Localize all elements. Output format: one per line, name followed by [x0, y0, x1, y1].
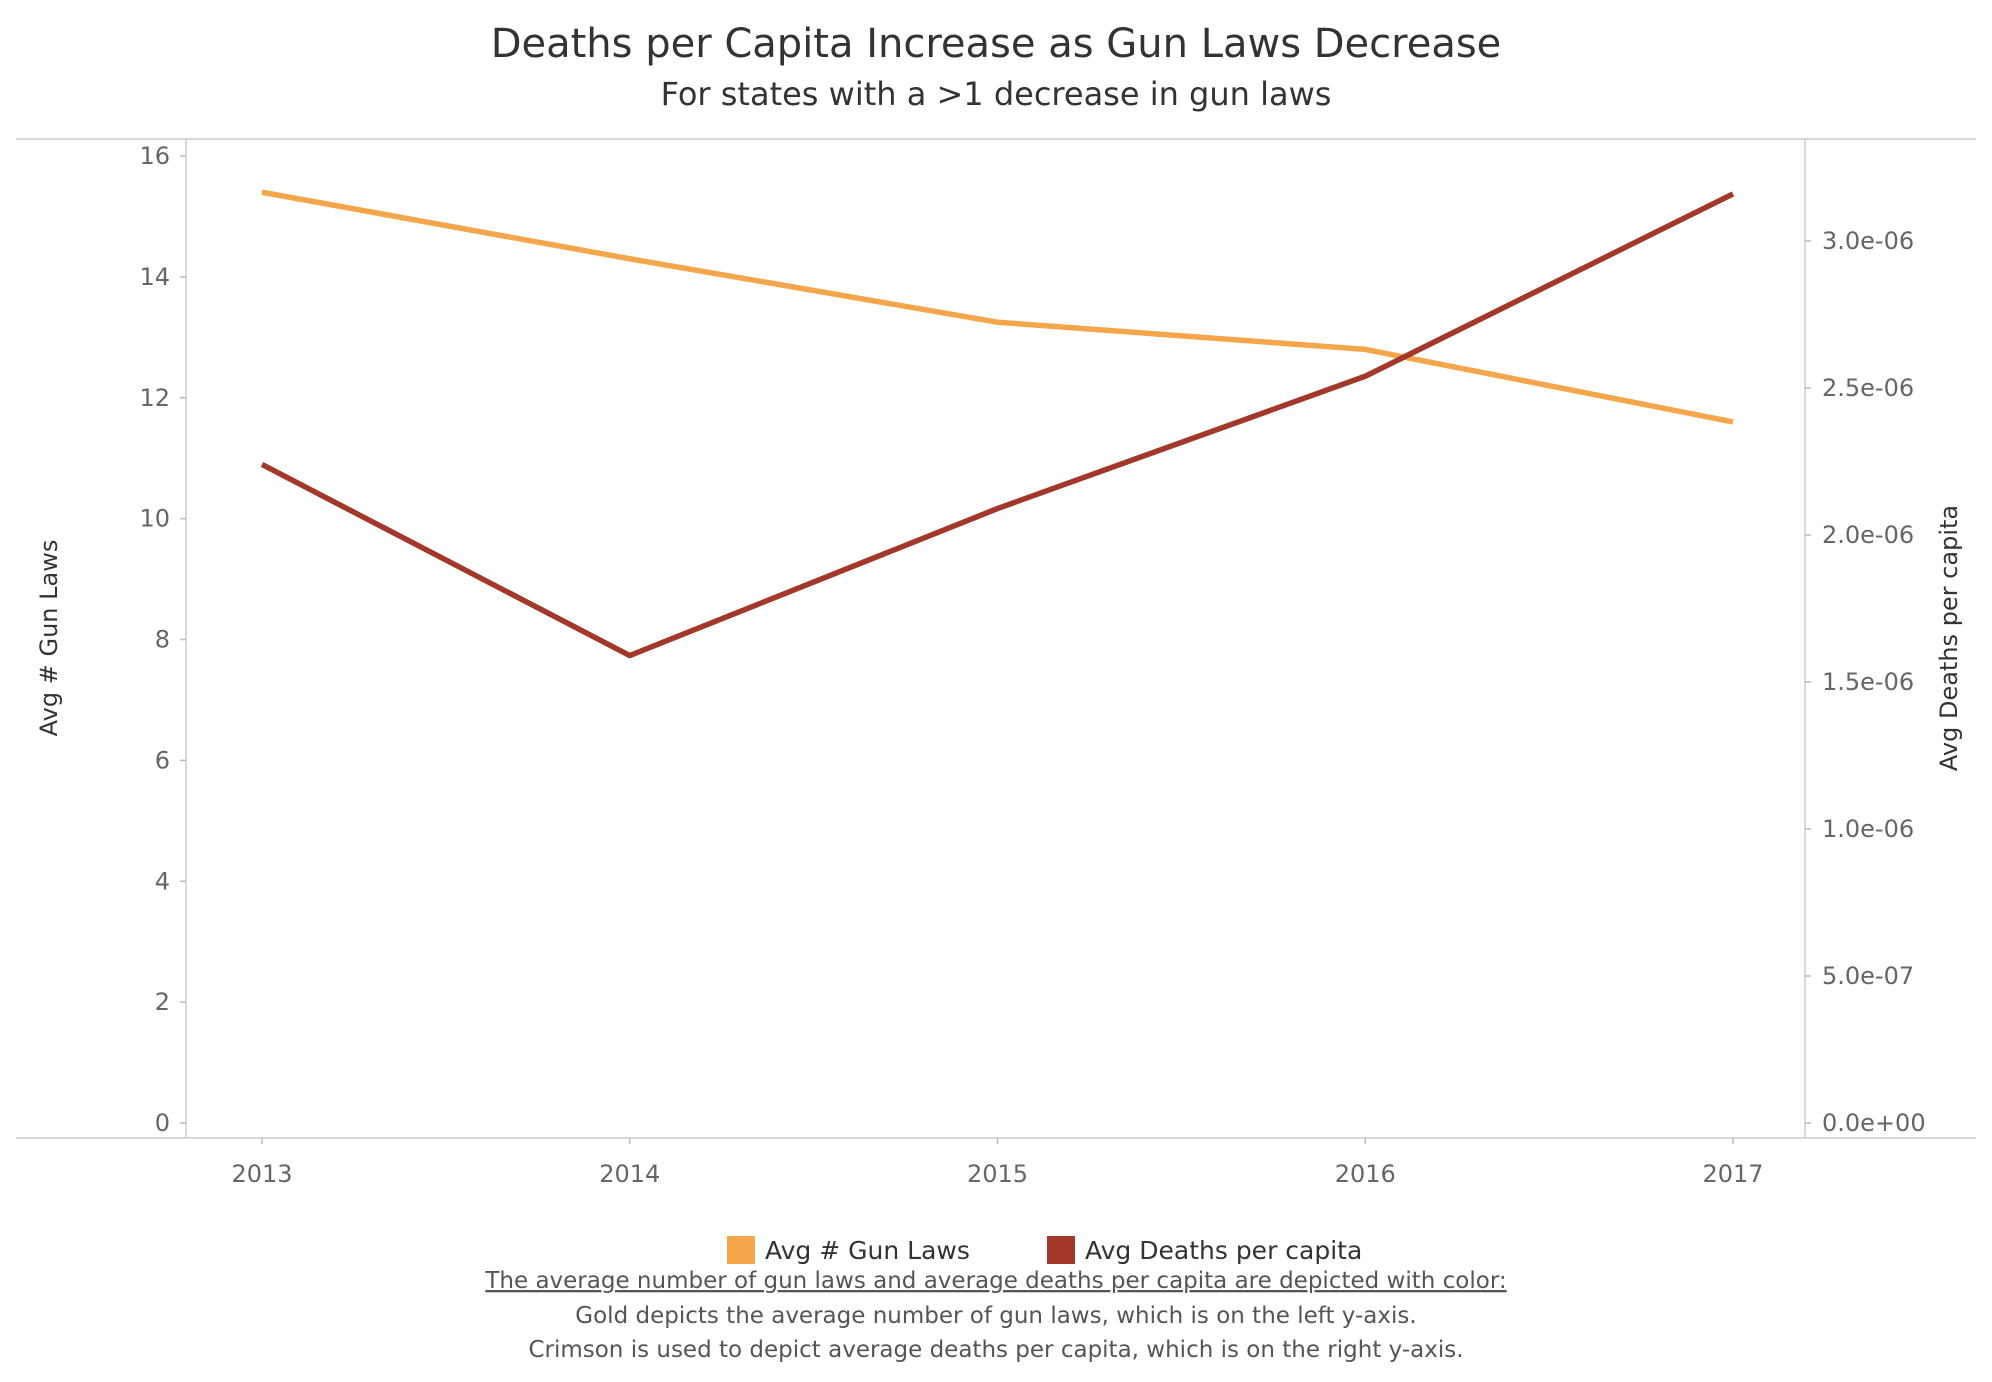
legend-label-deaths: Avg Deaths per capita	[1085, 1236, 1362, 1265]
left-axis-ticks: 0 2 4 6 8 10 12 14 16	[139, 142, 186, 1137]
caption-line-2: Crimson is used to depict average deaths…	[528, 1337, 1463, 1363]
right-tick-label: 2.5e-06	[1822, 374, 1914, 402]
series-lines	[260, 189, 1735, 659]
left-tick-label: 10	[139, 505, 170, 533]
legend: Avg # Gun Laws Avg Deaths per capita	[727, 1236, 1362, 1265]
x-tick-label: 2017	[1702, 1160, 1763, 1188]
left-tick-label: 2	[155, 988, 170, 1016]
left-tick-label: 0	[155, 1109, 170, 1137]
right-tick-label: 1.0e-06	[1822, 815, 1914, 843]
chart-title: Deaths per Capita Increase as Gun Laws D…	[491, 21, 1502, 67]
series-line-gun-laws	[261, 189, 1734, 425]
right-axis-ticks: 0.0e+00 5.0e-07 1.0e-06 1.5e-06 2.0e-06 2.5e-…	[1805, 227, 1926, 1137]
left-tick-label: 12	[139, 384, 170, 412]
x-tick-label: 2014	[599, 1160, 660, 1188]
left-axis-title: Avg # Gun Laws	[35, 540, 63, 737]
left-tick-label: 8	[155, 626, 170, 654]
x-tick-label: 2015	[967, 1160, 1028, 1188]
left-tick-label: 6	[155, 746, 170, 774]
legend-swatch-gun-laws	[727, 1236, 755, 1264]
caption-line-1: Gold depicts the average number of gun l…	[575, 1303, 1416, 1329]
x-tick-label: 2013	[231, 1160, 292, 1188]
right-tick-label: 1.5e-06	[1822, 668, 1914, 696]
legend-swatch-deaths	[1047, 1236, 1075, 1264]
left-tick-label: 4	[155, 867, 170, 895]
chart-subtitle: For states with a >1 decrease in gun law…	[661, 75, 1332, 113]
right-tick-label: 2.0e-06	[1822, 521, 1914, 549]
left-tick-label: 16	[139, 142, 170, 170]
x-tick-label: 2016	[1335, 1160, 1396, 1188]
right-tick-label: 0.0e+00	[1822, 1109, 1926, 1137]
caption-heading: The average number of gun laws and avera…	[484, 1268, 1506, 1294]
x-axis-ticks: 2013 2014 2015 2016 2017	[231, 1138, 1764, 1188]
left-tick-label: 14	[139, 263, 170, 291]
legend-label-gun-laws: Avg # Gun Laws	[765, 1236, 970, 1265]
right-axis-title: Avg Deaths per capita	[1935, 505, 1963, 771]
right-tick-label: 3.0e-06	[1822, 227, 1914, 255]
right-tick-label: 5.0e-07	[1822, 962, 1914, 990]
series-line-deaths-per-capita	[260, 191, 1735, 659]
